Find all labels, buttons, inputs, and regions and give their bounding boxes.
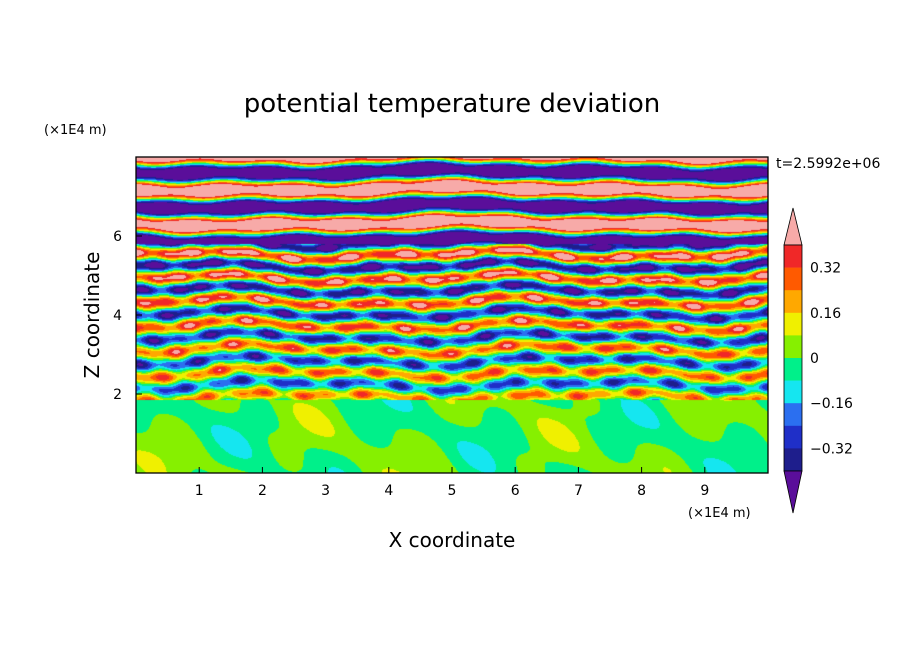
x-tick-label: 3 [321,483,330,499]
x-axis-label: X coordinate [389,528,516,552]
y-tick-label: 2 [113,387,122,403]
colorbar-tick-label: 0.16 [810,306,841,322]
colorbar-swatch [784,380,802,404]
colorbar-extend-bottom [783,470,803,514]
y-tick-label: 4 [113,308,122,324]
x-tick-label: 7 [574,483,583,499]
colorbar-swatch [784,448,802,472]
x-tick-label: 8 [637,483,646,499]
y-axis-unit: (×1E4 m) [44,123,107,138]
x-axis-ticks: 1 2 3 4 5 6 7 8 9 [195,467,709,499]
colorbar-swatch [784,403,802,427]
x-tick-label: 9 [700,483,709,499]
x-tick-label: 1 [195,483,204,499]
x-tick-label: 5 [448,483,457,499]
chart-title: potential temperature deviation [244,89,660,119]
x-tick-label: 2 [258,483,267,499]
y-axis-ticks: 2 4 6 [113,229,142,403]
colorbar-swatch [784,335,802,359]
colorbar-swatch [784,290,802,314]
colorbar-swatch [784,312,802,336]
y-tick-label: 6 [113,229,122,245]
colorbar-swatch [784,245,802,268]
time-label: t=2.5992e+06 [776,156,880,172]
colorbar-swatch [784,425,802,449]
colorbar-tick-label: 0.32 [810,261,841,277]
x-axis-unit: (×1E4 m) [688,506,751,521]
heatmap-field [136,157,768,473]
x-tick-label: 6 [511,483,520,499]
colorbar-extend-top [783,207,803,246]
x-tick-label: 4 [384,483,393,499]
colorbar-tick-label: −0.32 [810,441,853,457]
heatmap-image [136,157,768,473]
colorbar-swatch [784,267,802,291]
y-axis-label: Z coordinate [80,252,104,379]
colorbar-tick-label: −0.16 [810,396,853,412]
colorbar-tick-label: 0 [810,351,819,367]
colorbar: 0.32 0.16 0 −0.16 −0.32 [783,207,853,514]
colorbar-swatch [784,358,802,381]
